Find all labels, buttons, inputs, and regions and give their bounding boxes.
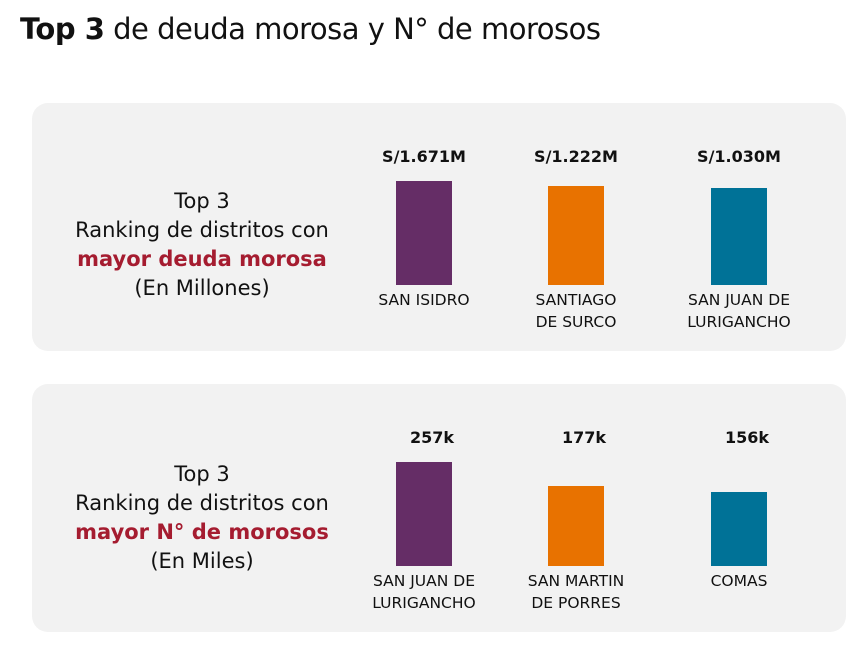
bar-plot: 257k SAN JUAN DE LURIGANCHO 177k SAN MARTIN D… [32,384,846,632]
caption-unit: (En Millones) [134,276,270,300]
bar-1 [548,185,604,285]
panel-numero-morosos: Top 3 Ranking de distritos con mayor N° … [32,384,846,632]
bar-0 [396,462,452,566]
title-bold: Top 3 [20,12,105,46]
caption-line1: Top 3 [174,462,230,486]
category-label: SAN JUAN DE LURIGANCHO [687,291,791,331]
panel-caption: Top 3 Ranking de distritos con mayor deu… [32,187,372,303]
caption-line1: Top 3 [174,189,230,213]
bar-2 [711,492,767,566]
data-label: 156k [724,428,770,447]
caption-unit: (En Miles) [150,549,254,573]
category-label: COMAS [710,572,768,590]
category-label: SAN ISIDRO [378,291,470,309]
panel-deuda-morosa: Top 3 Ranking de distritos con mayor deu… [32,103,846,351]
caption-highlight: mayor N° de morosos [75,520,329,544]
title-rest: de deuda morosa y N° de morosos [104,12,601,46]
caption-line2: Ranking de distritos con [75,218,329,242]
page-title: Top 3 de deuda morosa y N° de morosos [20,12,601,46]
category-label: SAN MARTIN DE PORRES [527,572,625,612]
bar-2 [711,188,767,285]
bar-1 [548,485,604,566]
data-label: S/1.030M [697,147,781,166]
data-label: 257k [409,428,455,447]
caption-highlight: mayor deuda morosa [77,247,327,271]
data-label: 177k [561,428,607,447]
panel-caption: Top 3 Ranking de distritos con mayor N° … [32,460,372,576]
category-label: SAN JUAN DE LURIGANCHO [372,572,476,612]
caption-line2: Ranking de distritos con [75,491,329,515]
bar-0 [396,181,452,285]
data-label: S/1.671M [382,147,466,166]
data-label: S/1.222M [534,147,618,166]
category-label: SANTIAGO DE SURCO [535,291,617,331]
bar-plot: S/1.671M SAN ISIDRO S/1.222M SANTIAGO DE SUR… [32,103,846,351]
